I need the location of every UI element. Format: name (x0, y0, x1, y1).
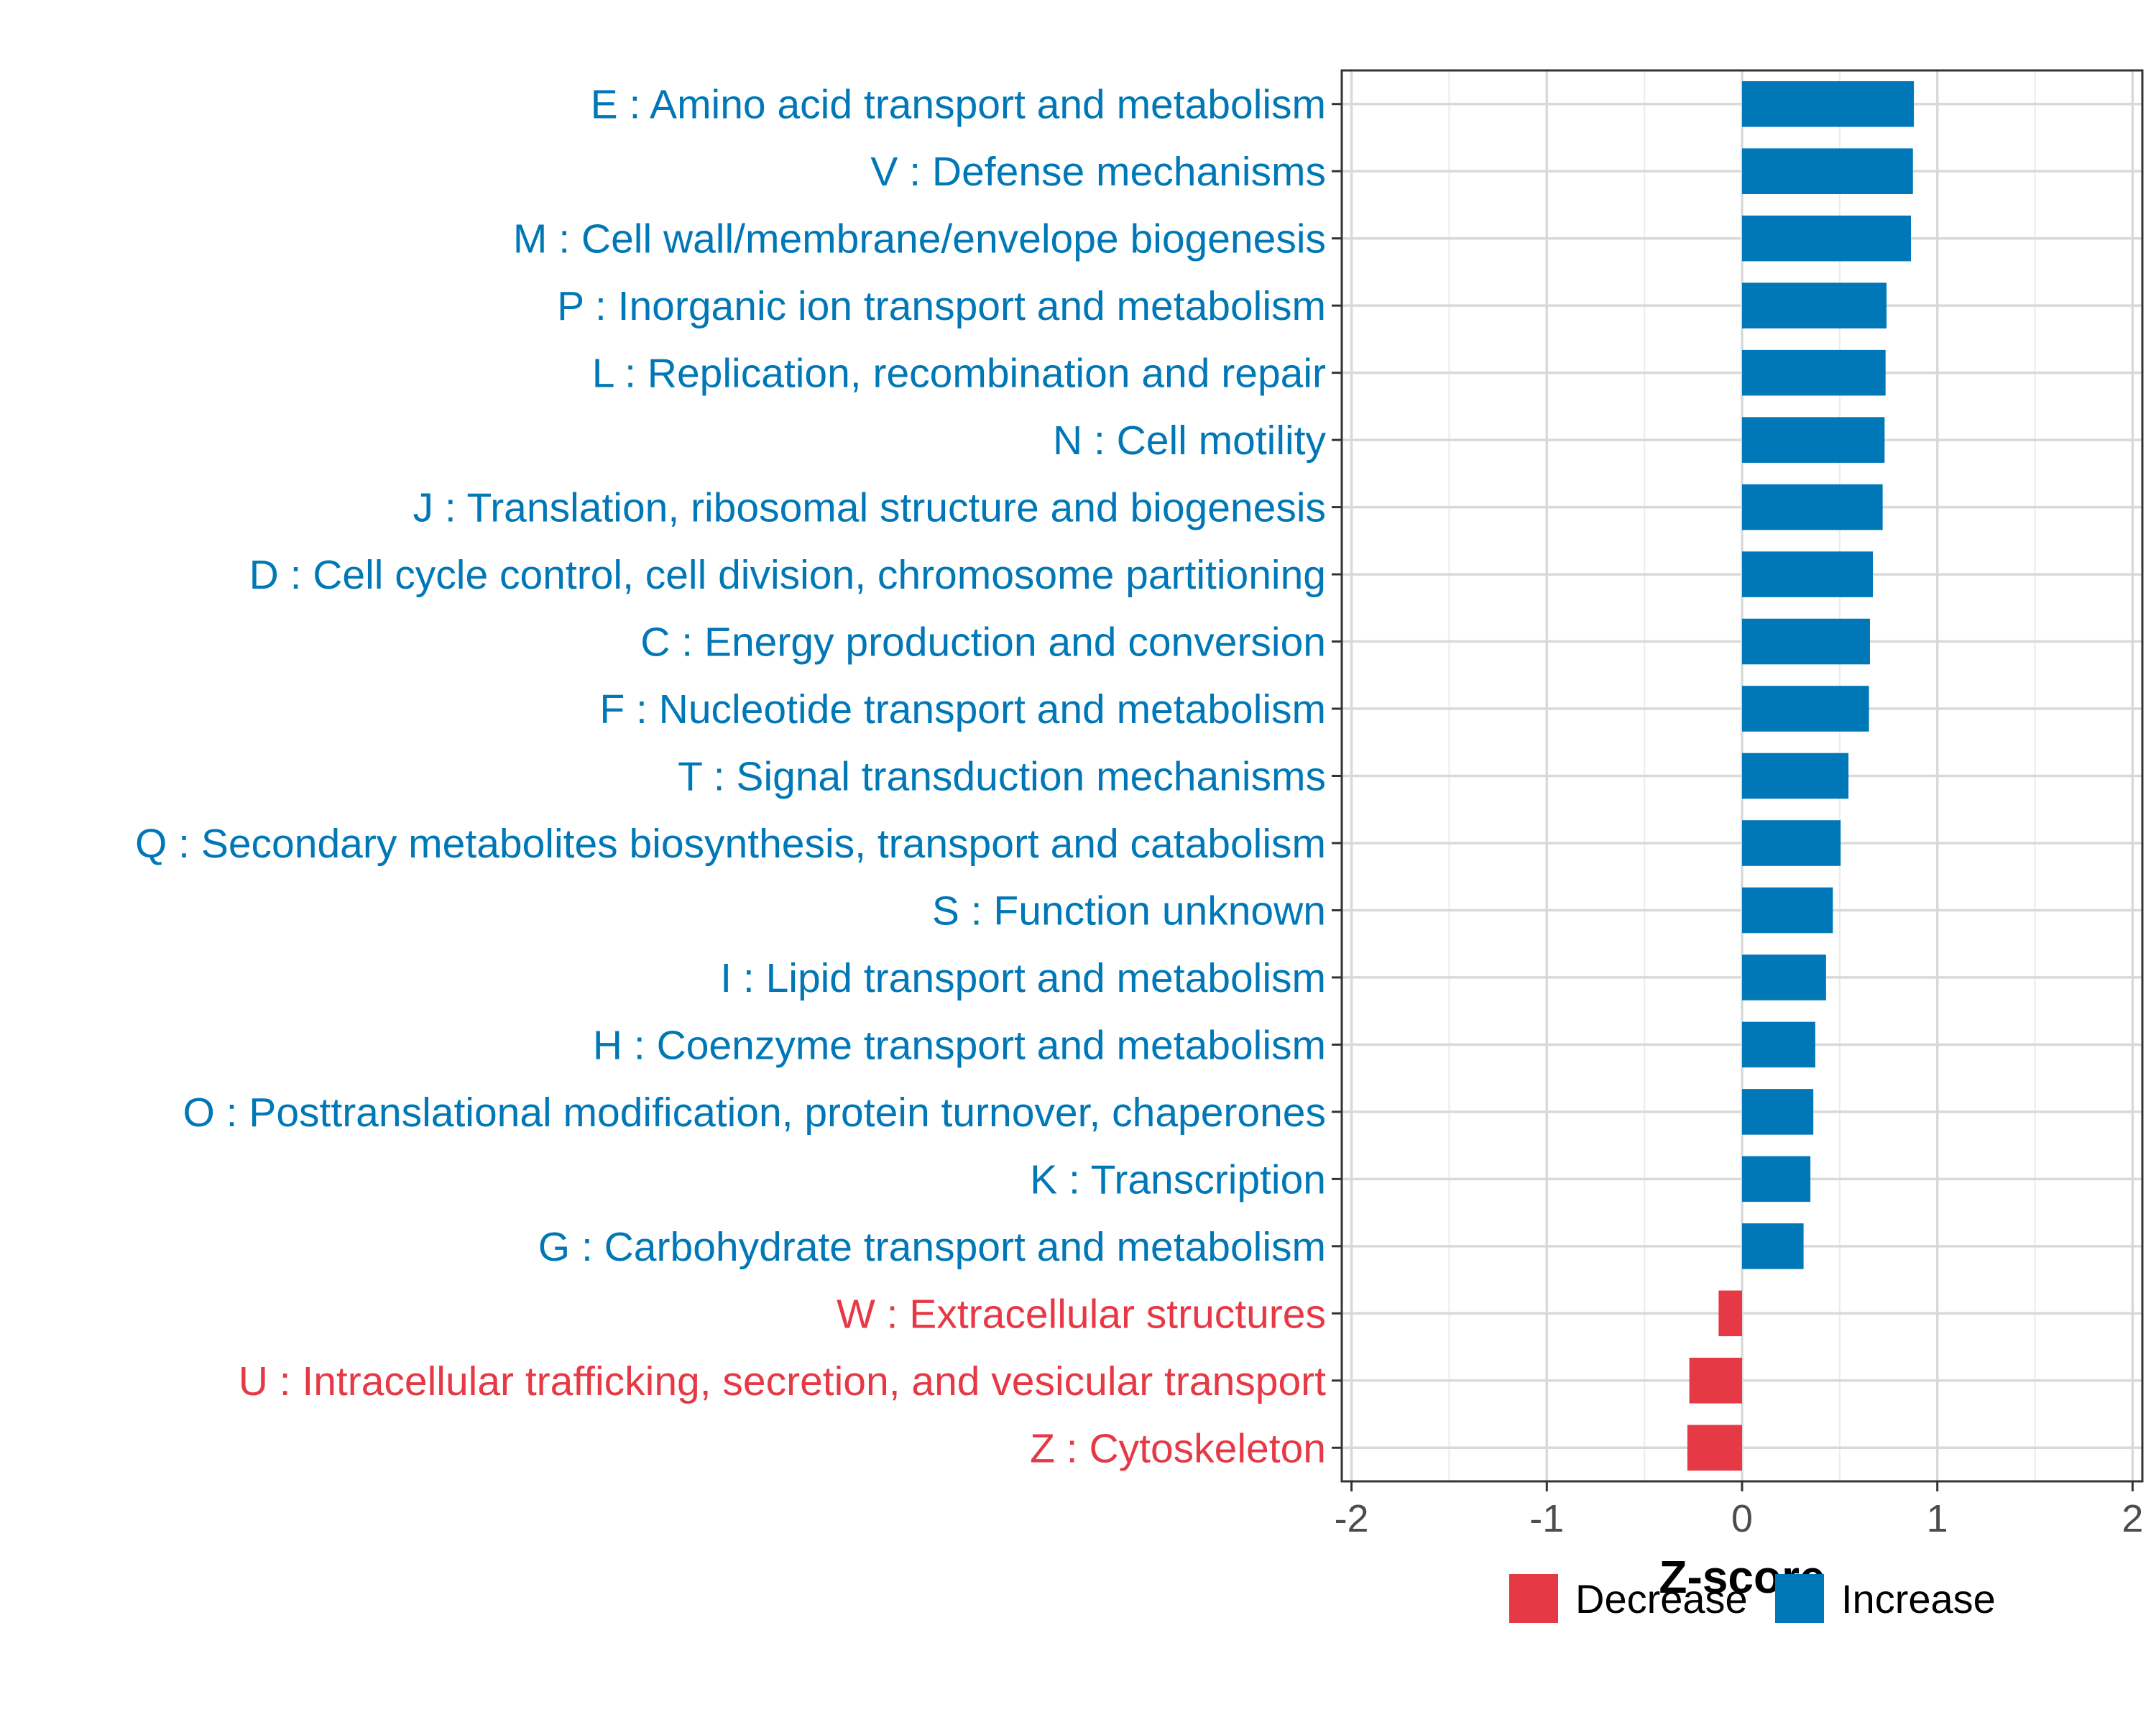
category-label: E : Amino acid transport and metabolism (591, 82, 1326, 128)
bar (1742, 551, 1874, 597)
category-label: M : Cell wall/membrane/envelope biogenes… (513, 216, 1326, 262)
bar (1742, 349, 1886, 396)
category-label: L : Replication, recombination and repai… (592, 351, 1326, 397)
category-label: G : Carbohydrate transport and metabolis… (538, 1224, 1326, 1270)
x-tick-label: 2 (2122, 1497, 2143, 1540)
legend-swatch (1509, 1574, 1558, 1623)
legend: Decrease Increase (1509, 1574, 1996, 1623)
bar (1742, 820, 1841, 866)
category-label: V : Defense mechanisms (870, 149, 1326, 195)
bar (1742, 80, 1915, 127)
x-tick-label: -1 (1529, 1497, 1564, 1540)
bar (1742, 1089, 1814, 1135)
bar (1742, 148, 1913, 194)
category-label: D : Cell cycle control, cell division, c… (249, 552, 1326, 598)
category-label: I : Lipid transport and metabolism (720, 955, 1326, 1001)
bar (1742, 1156, 1811, 1202)
legend-swatch (1775, 1574, 1824, 1623)
category-label: J : Translation, ribosomal structure and… (413, 485, 1326, 531)
bar (1687, 1425, 1742, 1471)
bar (1742, 215, 1912, 262)
category-label: S : Function unknown (932, 888, 1326, 934)
category-label: O : Posttranslational modification, prot… (183, 1090, 1326, 1136)
category-label: T : Signal transduction mechanisms (678, 754, 1326, 800)
legend-label: Decrease (1575, 1576, 1748, 1622)
bar (1742, 484, 1883, 530)
legend-label: Increase (1841, 1576, 1996, 1622)
x-tick-label: 1 (1927, 1497, 1948, 1540)
category-label: U : Intracellular trafficking, secretion… (239, 1358, 1326, 1404)
bar (1742, 282, 1887, 328)
bar (1742, 753, 1849, 799)
category-label: K : Transcription (1030, 1156, 1326, 1202)
x-tick-label: 0 (1731, 1497, 1753, 1540)
bar (1689, 1358, 1742, 1404)
category-label: F : Nucleotide transport and metabolism (599, 686, 1326, 732)
category-label: H : Coenzyme transport and metabolism (593, 1022, 1326, 1068)
category-label: N : Cell motility (1053, 418, 1327, 464)
axis-ticks (1332, 103, 2134, 1491)
bar (1742, 1223, 1804, 1269)
bar (1718, 1290, 1742, 1337)
bar (1742, 1021, 1815, 1068)
category-label: Q : Secondary metabolites biosynthesis, … (135, 821, 1326, 867)
bar (1742, 887, 1833, 934)
bar (1742, 686, 1869, 732)
category-label: W : Extracellular structures (837, 1291, 1326, 1337)
category-label: P : Inorganic ion transport and metaboli… (557, 283, 1326, 329)
bars (1687, 80, 1915, 1471)
x-tick-labels: -2 -1 0 1 2 (1335, 1497, 2144, 1540)
bar (1742, 417, 1885, 463)
category-label: Z : Cytoskeleton (1030, 1425, 1326, 1471)
category-label: C : Energy production and conversion (640, 620, 1326, 666)
category-labels: E : Amino acid transport and metabolism V… (135, 82, 1327, 1472)
bar (1742, 618, 1870, 665)
bar (1742, 954, 1826, 1000)
x-tick-label: -2 (1335, 1497, 1369, 1540)
